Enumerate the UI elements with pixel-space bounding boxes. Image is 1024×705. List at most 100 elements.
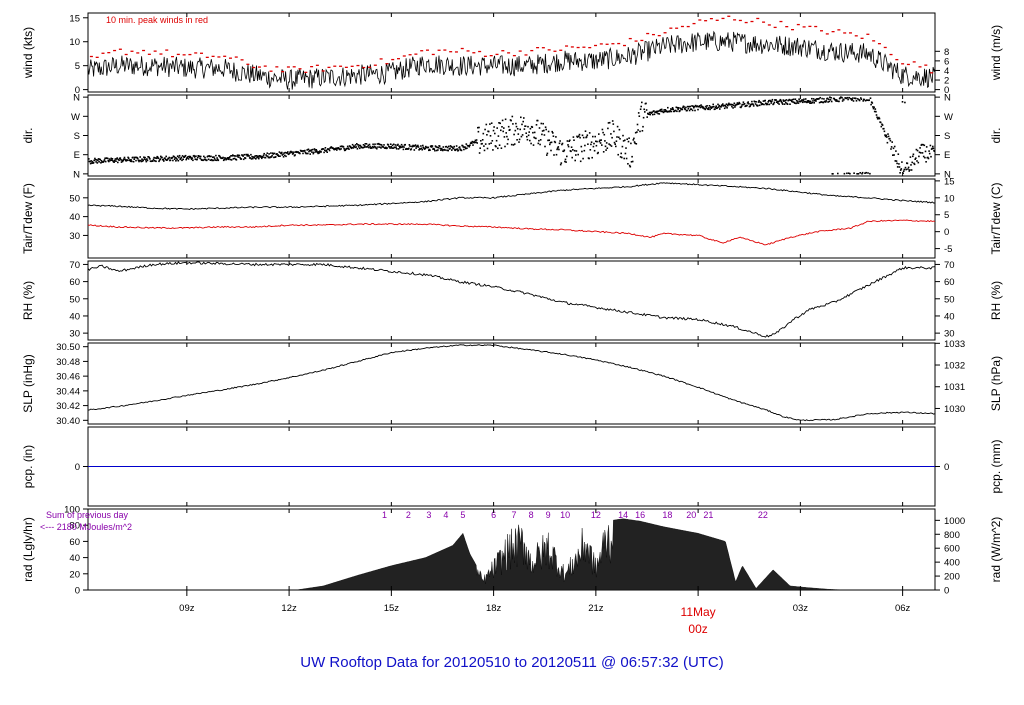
direction-point [526,138,529,141]
direction-point [595,140,597,143]
direction-point [701,105,704,108]
direction-point [273,152,276,155]
direction-point [932,147,935,150]
direction-point [127,157,130,159]
direction-point [178,156,180,159]
rad-hour-label: 3 [426,510,431,520]
direction-point [636,123,639,126]
direction-point [165,155,167,158]
direction-point [242,155,244,157]
direction-point [187,156,189,158]
direction-point [157,156,159,159]
direction-point [900,168,903,170]
direction-point [160,155,162,158]
direction-point [495,139,498,142]
direction-point [494,132,496,135]
figure-title: UW Rooftop Data for 20120510 to 20120511… [300,654,724,671]
direction-point [89,162,92,165]
direction-point [355,146,357,148]
direction-point [538,139,540,142]
direction-point [504,118,507,121]
direction-point [523,128,526,130]
rad-hour-label: 4 [443,510,448,520]
direction-point [280,152,282,155]
direction-point [902,170,905,172]
direction-point [431,145,434,147]
direction-point [611,136,613,139]
direction-point [152,160,154,162]
direction-point [217,159,220,162]
direction-point [874,108,877,110]
direction-point [724,104,727,107]
direction-point [313,148,316,150]
direction-point [451,146,454,148]
direction-point [175,157,178,159]
direction-point [157,157,160,159]
direction-point [886,136,888,138]
direction-point [639,108,642,110]
direction-point [230,159,233,161]
y-tick-label: 60 [69,537,80,548]
direction-point [613,130,615,133]
x-tick-label: 18z [486,603,502,614]
direction-point [481,139,484,141]
direction-point [316,150,318,152]
direction-point [561,142,564,145]
direction-point [399,145,402,148]
direction-point [511,115,514,118]
direction-point [843,99,845,101]
y-axis-label: dir. [21,127,35,143]
direction-point [712,103,714,106]
direction-point [392,147,394,149]
direction-point [780,99,782,102]
direction-point [723,104,725,107]
direction-point [422,144,424,147]
direction-point [912,153,915,156]
direction-point [495,145,497,148]
direction-point [194,158,197,160]
direction-point [726,107,728,109]
direction-point [613,141,616,144]
direction-point [515,125,518,128]
y-axis-label-right: RH (%) [989,281,1003,320]
direction-point [691,105,693,107]
rad-hour-label: 6 [491,510,496,520]
y-tick-label: 30.50 [56,342,80,353]
direction-point [579,160,582,163]
direction-point [363,146,365,149]
direction-point [630,161,633,163]
direction-point [855,100,858,102]
direction-point [730,103,733,106]
y-tick-label-right: 400 [944,558,960,569]
direction-point [853,172,855,174]
direction-point [605,142,608,144]
direction-point [512,144,515,146]
direction-point [282,156,285,158]
direction-point [307,148,310,151]
direction-point [583,149,586,152]
direction-point [818,97,820,100]
direction-point [464,146,466,148]
direction-point [795,100,798,102]
direction-point [91,160,94,163]
direction-point [368,143,371,146]
direction-point [671,107,674,109]
direction-point [116,157,118,159]
direction-point [446,146,449,149]
direction-point [265,154,267,156]
direction-point [771,100,773,103]
direction-point [339,145,342,148]
direction-point [348,148,350,150]
x-tick-label: 03z [793,603,809,614]
direction-point [873,110,876,113]
direction-point [808,100,811,103]
direction-point [911,161,913,164]
direction-point [412,145,415,147]
direction-point [111,159,113,161]
direction-point [147,156,150,158]
direction-point [754,100,756,103]
direction-point [431,146,433,148]
direction-point [634,142,636,145]
direction-point [440,149,442,151]
direction-point [797,102,800,104]
